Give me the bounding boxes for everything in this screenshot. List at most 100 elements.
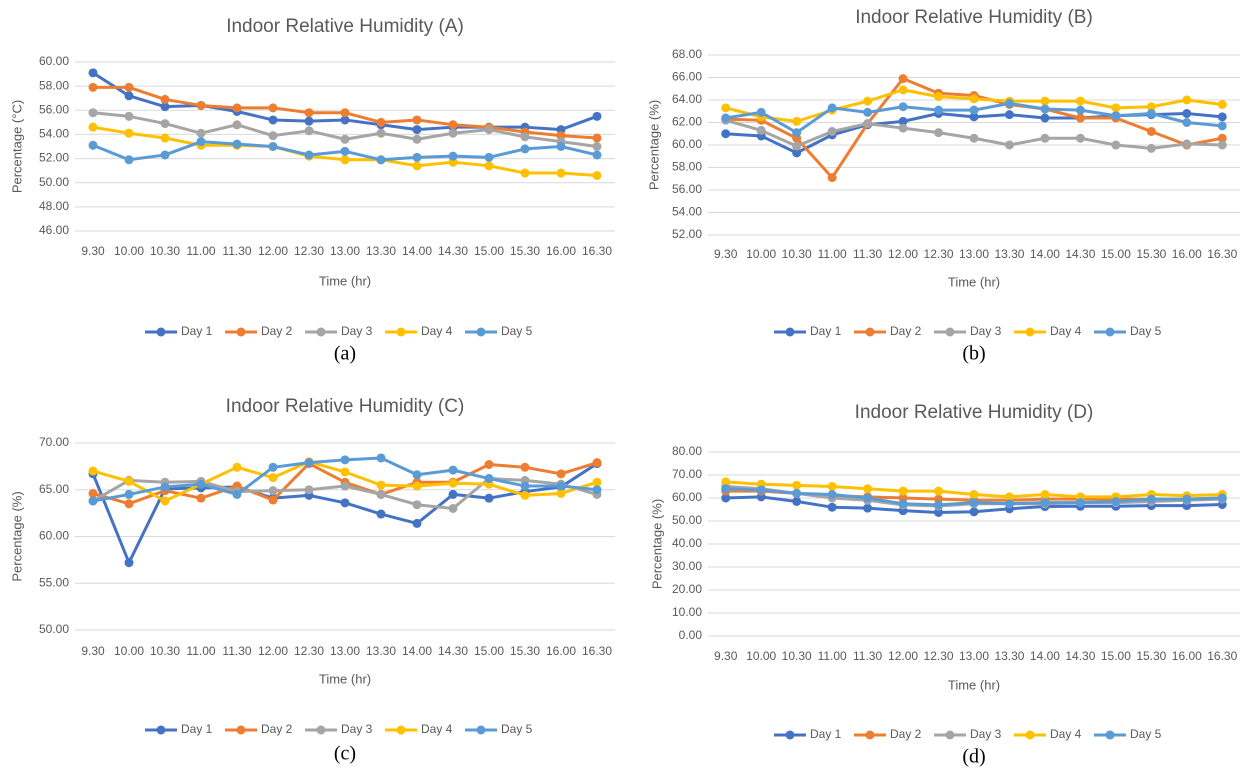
data-point [268,131,278,141]
legend-label: Day 3 [970,727,1002,741]
data-point [1075,113,1085,123]
data-point [792,128,802,138]
data-point [88,82,98,92]
data-point [1075,105,1085,115]
data-point [1040,96,1050,106]
data-point [448,151,458,161]
data-point [376,509,386,519]
x-tick-label: 12.30 [924,649,954,663]
y-tick-label: 58.00 [39,78,69,92]
legend-marker [1105,730,1115,740]
data-point [88,122,98,132]
data-point [88,140,98,150]
data-point [268,495,278,505]
data-point [124,499,134,509]
data-point [196,100,206,110]
data-point [592,485,602,495]
data-point [721,113,731,123]
data-point [196,128,206,138]
legend-label: Day 1 [810,324,842,338]
data-point [304,458,314,468]
data-point [1182,139,1192,149]
data-point [969,133,979,143]
data-point [520,144,530,154]
data-point [1004,110,1014,120]
data-point [448,120,458,130]
data-point [412,518,422,528]
data-point [556,469,566,479]
data-point [827,127,837,136]
x-tick-label: 13.00 [959,247,989,261]
x-tick-label: 16.30 [1207,649,1237,663]
data-point [827,490,837,500]
y-tick-label: 40.00 [672,536,702,550]
data-point [863,119,873,129]
x-tick-label: 9.30 [714,247,738,261]
chart-title: Indoor Relative Humidity (C) [226,396,465,417]
x-tick-label: 11.00 [186,644,215,658]
chart-title: Indoor Relative Humidity (A) [226,16,464,37]
y-axis-label: Percentage (%) [649,499,664,589]
data-point [520,462,530,472]
data-point [1217,133,1227,143]
data-point [592,458,602,468]
chart-panel: Indoor Relative Humidity (D) 0.00 10.00 20.… [649,402,1240,768]
data-point [304,116,314,126]
figure-caption: (b) [962,343,985,365]
y-tick-label: 50.00 [39,175,69,189]
chart-title: Indoor Relative Humidity (D) [855,402,1094,423]
x-tick-label: 16.00 [1172,247,1202,261]
x-tick-label: 15.30 [510,644,540,658]
data-point [124,155,134,165]
data-point [376,453,386,463]
x-tick-label: 11.30 [853,247,882,261]
legend-label: Day 2 [890,727,922,741]
y-tick-label: 30.00 [672,559,702,573]
y-tick-label: 60.00 [39,54,69,68]
x-axis-label: Time (hr) [319,273,371,288]
data-point [484,493,494,503]
data-point [1111,111,1121,121]
data-point [304,108,314,118]
data-point [124,91,134,101]
data-point [934,92,944,102]
data-point [88,496,98,506]
data-point [934,105,944,115]
x-tick-label: 13.30 [994,247,1024,261]
data-point [1217,100,1227,109]
data-point [1217,121,1227,131]
legend-marker [476,327,486,337]
legend-label: Day 5 [501,722,533,736]
data-point [898,74,908,84]
x-tick-label: 10.30 [782,649,812,663]
data-point [1217,493,1227,503]
legend-label: Day 5 [1130,324,1162,338]
data-point [827,502,837,512]
data-point [376,155,386,165]
data-point [1111,103,1121,113]
x-tick-label: 11.30 [222,244,251,258]
data-point [827,103,837,113]
data-point [1040,133,1050,143]
x-tick-label: 15.00 [474,644,504,658]
data-point [412,125,422,135]
legend-marker [316,327,326,337]
data-point [863,493,873,503]
data-point [592,133,602,143]
legend-label: Day 1 [810,727,842,741]
legend-label: Day 3 [341,324,373,338]
data-point [268,115,278,125]
data-point [863,96,873,106]
data-point [124,128,134,138]
data-point [232,139,242,149]
x-tick-label: 14.00 [402,644,432,658]
data-point [592,170,602,180]
x-tick-label: 10.00 [746,247,776,261]
data-point [232,120,242,130]
y-tick-label: 56.00 [672,182,702,196]
legend-label: Day 4 [421,722,453,736]
x-tick-label: 10.00 [114,644,144,658]
data-point [376,489,386,499]
legend-marker [316,725,326,735]
y-tick-label: 52.00 [672,227,702,241]
